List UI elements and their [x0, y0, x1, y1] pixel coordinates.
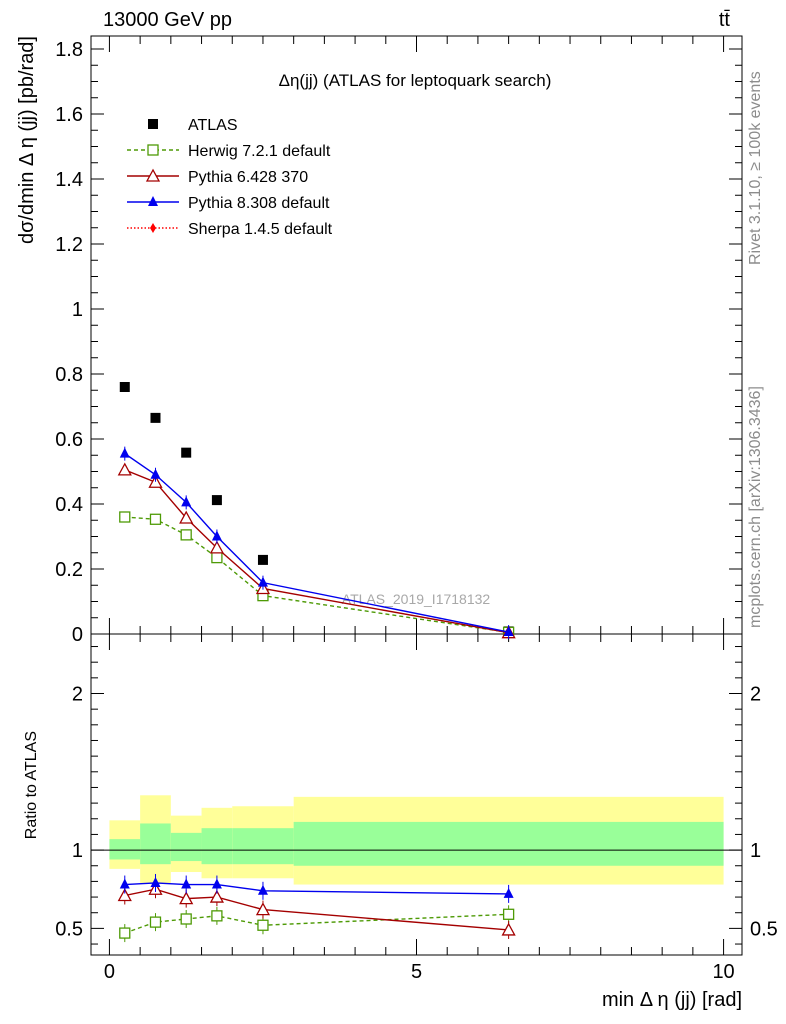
point-pythia-8-308-default — [257, 576, 268, 587]
energy-label: 13000 GeV pp — [103, 9, 232, 31]
ratio-point-herwig-7-2-1-default — [180, 913, 192, 925]
ratio-point-herwig-7-2-1-default — [149, 916, 162, 928]
band-green-3 — [201, 828, 233, 865]
ratio-y-tick-label: 0.5 — [55, 918, 83, 940]
point-pythia-8-308-default — [211, 530, 222, 541]
point-pythia-8-308-default — [150, 468, 161, 479]
ratio-y-tick-label: 2 — [72, 684, 83, 706]
point-herwig-7-2-1-default — [119, 511, 131, 523]
ratio-y-axis-label: Ratio to ATLAS — [23, 731, 40, 839]
y-tick-label: 1.6 — [55, 104, 83, 126]
ratio-point-pythia-6-428-370 — [255, 902, 271, 916]
legend-marker-herwig-7-2-1-default — [147, 144, 159, 156]
y-tick-label: 0.8 — [55, 364, 83, 386]
y-tick-label: 0.4 — [55, 494, 83, 516]
legend-label-herwig-7-2-1-default: Herwig 7.2.1 default — [188, 143, 331, 160]
legend-marker-pythia-6-428-370 — [145, 168, 161, 182]
point-atlas — [211, 495, 222, 506]
ratio-line-pythia-6-428-370 — [124, 888, 509, 931]
point-pythia-6-428-370 — [179, 510, 194, 524]
band-green-4 — [232, 828, 294, 865]
ratio-point-pythia-8-308-default — [211, 878, 222, 889]
series-line-herwig-7-2-1-default — [124, 516, 509, 634]
point-herwig-7-2-1-default — [149, 513, 162, 525]
ratio-y-tick-label-right: 1 — [750, 840, 761, 862]
ratio-y-tick-label-right: 0.5 — [750, 918, 778, 940]
y-tick-label: 0.6 — [55, 429, 83, 451]
ratio-point-pythia-8-308-default — [181, 878, 192, 889]
point-pythia-8-308-default — [119, 447, 130, 458]
rivet-label: Rivet 3.1.10, ≥ 100k events — [747, 71, 764, 265]
y-tick-label: 1.2 — [55, 234, 83, 256]
legend-label-atlas: ATLAS — [188, 117, 238, 134]
legend-label-sherpa-1-4-5-default: Sherpa 1.4.5 default — [188, 221, 333, 238]
band-green-2 — [170, 832, 202, 862]
ratio-point-herwig-7-2-1-default — [211, 910, 223, 922]
band-green-0 — [109, 839, 141, 860]
y-tick-label: 0.2 — [55, 559, 83, 581]
ratio-point-pythia-6-428-370 — [209, 889, 224, 903]
tick-labels: 0 0.2 0.4 0.6 0.8 1 1.2 1.4 1.6 1.8 0 5 10 0.5 0.5 1 1 2 2 — [55, 39, 778, 983]
ratio-frame — [90, 633, 743, 956]
band-green-1 — [140, 823, 171, 865]
ratio-point-pythia-8-308-default — [257, 884, 268, 895]
point-atlas — [181, 447, 192, 458]
ratio-point-herwig-7-2-1-default — [119, 927, 131, 939]
point-atlas — [150, 412, 161, 423]
legend-label-pythia-6-428-370: Pythia 6.428 370 — [188, 169, 308, 186]
x-tick-label: 5 — [411, 961, 422, 983]
process-label: tt̄ — [719, 9, 731, 31]
y-axis-label: dσ/dmin Δ η (jj) [pb/rad] — [16, 36, 38, 244]
point-herwig-7-2-1-default — [211, 551, 223, 564]
x-axis-label: min Δ η (jj) [rad] — [602, 989, 742, 1011]
ratio-point-herwig-7-2-1-default — [257, 919, 269, 931]
legend-marker-atlas — [148, 119, 158, 129]
ratio-point-pythia-6-428-370 — [179, 891, 194, 905]
point-pythia-8-308-default — [503, 626, 514, 637]
ratio-y-tick-label: 1 — [72, 840, 83, 862]
point-pythia-8-308-default — [181, 496, 192, 507]
legend-marker-pythia-8-308-default — [148, 196, 158, 206]
uncertainty-bands — [91, 795, 742, 885]
series-line-pythia-8-308-default — [124, 453, 509, 633]
ratio-point-pythia-8-308-default — [150, 876, 161, 887]
plot-title: Δη(jj) (ATLAS for leptoquark search) — [279, 71, 552, 90]
ratio-point-pythia-6-428-370 — [117, 888, 132, 902]
y-tick-label: 1.4 — [55, 169, 83, 191]
source-label: mcplots.cern.ch [arXiv:1306.3436] — [747, 386, 764, 628]
x-tick-label: 10 — [712, 961, 734, 983]
watermark: ATLAS_2019_I1718132 — [342, 591, 491, 607]
point-pythia-6-428-370 — [209, 540, 224, 554]
point-herwig-7-2-1-default — [180, 529, 192, 541]
ratio-point-pythia-6-428-370 — [501, 922, 516, 936]
data-series — [117, 382, 516, 943]
ratio-point-pythia-8-308-default — [503, 887, 514, 898]
point-atlas — [119, 382, 130, 392]
band-green-5 — [293, 821, 724, 866]
ratio-line-pythia-8-308-default — [124, 882, 509, 895]
legend-label-pythia-8-308-default: Pythia 8.308 default — [188, 195, 330, 212]
series-line-pythia-6-428-370 — [124, 469, 509, 634]
point-atlas — [257, 554, 268, 565]
legend-marker-sherpa-1-4-5-default — [150, 223, 156, 233]
x-tick-label: 0 — [104, 961, 115, 983]
ratio-point-herwig-7-2-1-default — [502, 908, 515, 920]
point-pythia-6-428-370 — [117, 462, 132, 476]
ratio-point-pythia-8-308-default — [119, 878, 130, 889]
y-tick-label: 0 — [72, 624, 83, 646]
y-tick-label: 1.8 — [55, 39, 83, 61]
y-tick-label: 1 — [72, 299, 83, 321]
ratio-line-herwig-7-2-1-default — [124, 913, 509, 934]
ratio-y-tick-label-right: 2 — [750, 684, 761, 706]
legend: ATLAS Herwig 7.2.1 default Pythia 6.428 37… — [127, 117, 333, 238]
